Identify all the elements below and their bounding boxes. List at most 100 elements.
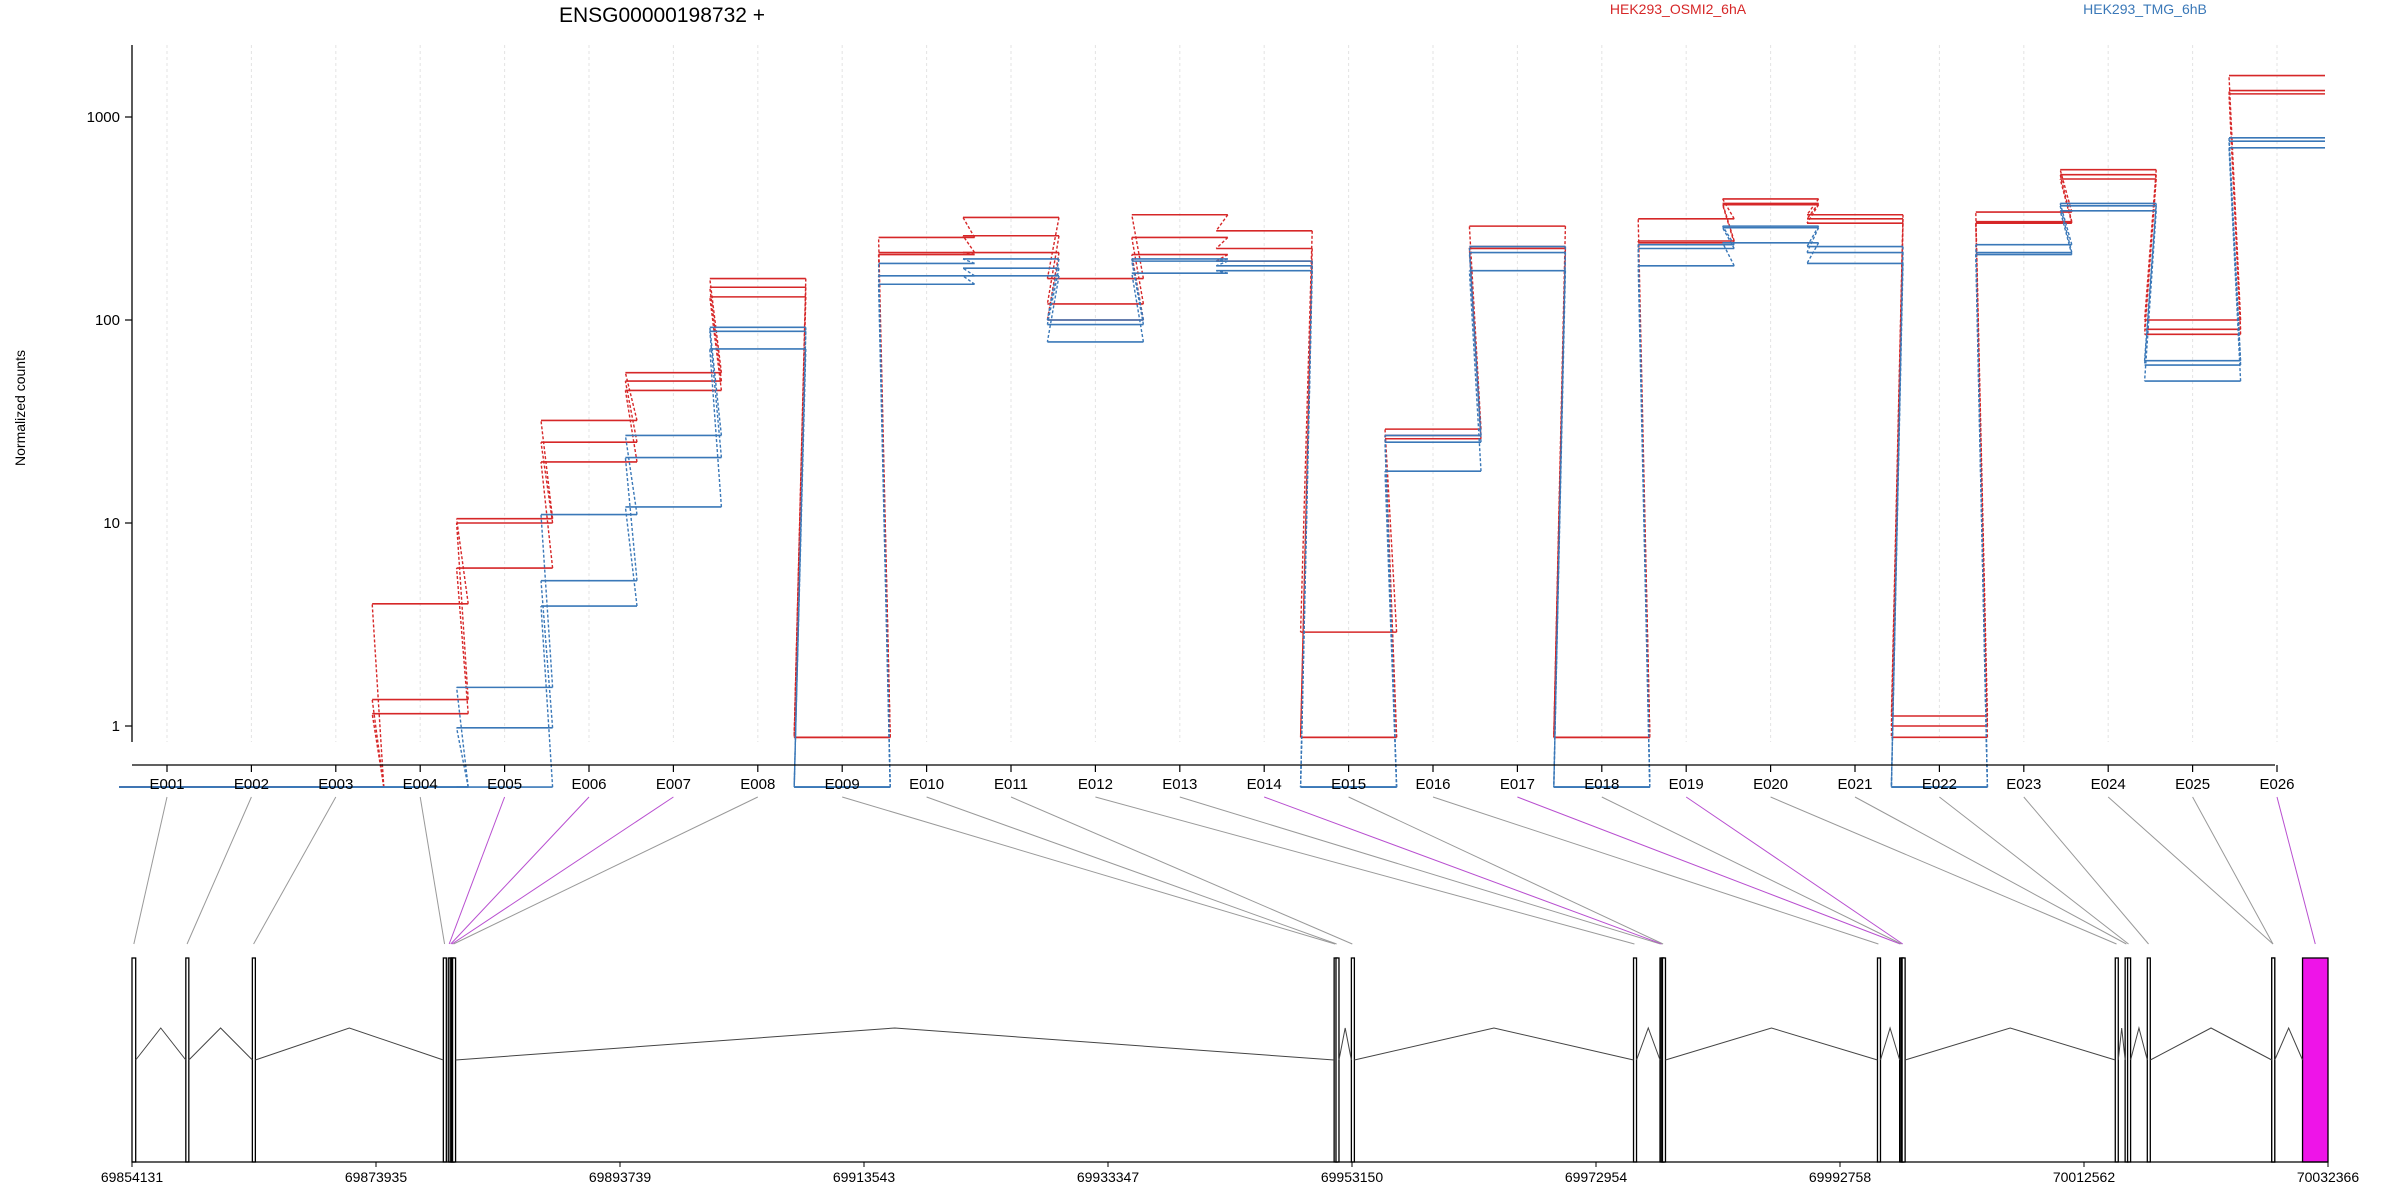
exon-connector — [419, 796, 446, 945]
exon-transition — [540, 580, 554, 728]
exon-connector — [2276, 796, 2316, 945]
intron-line — [255, 1027, 444, 1061]
intron-line — [455, 1027, 1335, 1061]
exon-transition — [1806, 225, 1820, 247]
exon-transition — [1806, 242, 1820, 264]
exon-transition — [1468, 270, 1482, 472]
exon-connector — [1264, 796, 1663, 945]
exon-transition — [1806, 204, 1820, 224]
exon-transition — [1046, 235, 1060, 305]
x-tick-label: E019 — [1669, 776, 1704, 793]
y-tick-label: 1000 — [87, 109, 120, 126]
x-tick-label: E024 — [2091, 776, 2126, 793]
exon-connector — [2107, 796, 2274, 945]
exon-box — [451, 957, 457, 1163]
exon-box — [442, 957, 447, 1163]
exon-transition — [455, 687, 469, 788]
exon-transition — [455, 518, 469, 604]
exon-transition — [1637, 265, 1651, 788]
exon-transition — [962, 235, 976, 253]
x-tick-label: E010 — [909, 776, 944, 793]
exon-box — [185, 957, 190, 1163]
x-tick-label: E013 — [1162, 776, 1197, 793]
exon-transition — [1721, 227, 1735, 249]
legend-label-tmg: HEK293_TMG_6hB — [2083, 1, 2207, 17]
exon-transition — [2143, 203, 2157, 361]
exon-connector — [1601, 796, 1902, 945]
x-tick-label: E006 — [571, 776, 606, 793]
exon-connector — [1095, 796, 1635, 945]
exon-transition — [371, 603, 385, 788]
exon-transition — [1721, 242, 1735, 267]
intron-line — [1354, 1027, 1634, 1061]
series-lines — [119, 74, 2325, 788]
y-tick-label: 100 — [95, 312, 120, 329]
exon-transition — [1468, 246, 1482, 436]
x-tick-label: E002 — [234, 776, 269, 793]
x-tick-label: E018 — [1584, 776, 1619, 793]
vertical-grid — [166, 45, 2278, 742]
exon-transition — [1216, 258, 1228, 262]
exon-transition — [1215, 214, 1229, 232]
genomic-tick-label: 70032366 — [2297, 1169, 2360, 1185]
intron-line — [1665, 1027, 1878, 1061]
exon-transition — [455, 567, 469, 714]
x-tick-label: E020 — [1753, 776, 1788, 793]
exon-transition — [2059, 210, 2073, 255]
series-line — [119, 89, 2325, 788]
x-tick-label: E001 — [149, 776, 184, 793]
exon-connector — [1179, 796, 1661, 945]
exon-box — [131, 957, 137, 1163]
exon-transition — [1215, 236, 1229, 250]
x-tick-label: E022 — [1922, 776, 1957, 793]
x-tick-label: E021 — [1837, 776, 1872, 793]
exon-transition — [2059, 178, 2073, 224]
exon-transition — [1468, 252, 1482, 443]
exon-connector — [253, 796, 337, 945]
exon-transition — [877, 284, 891, 788]
intron-line — [188, 1027, 253, 1061]
x-tick-label: E007 — [656, 776, 691, 793]
intron-line — [1636, 1026, 1661, 1061]
exon-transition — [1975, 223, 1989, 738]
exon-transition — [1553, 270, 1567, 788]
chart-title: ENSG00000198732 + — [559, 4, 765, 27]
exon-transition — [371, 713, 385, 788]
exon-connector — [1432, 796, 1879, 945]
intron-line — [2150, 1027, 2272, 1061]
exon-transition — [1890, 218, 1904, 727]
exon-connector — [1010, 796, 1353, 945]
genomic-coordinate-ticks: 69854131 69873935 69893739 69913543 69933347… — [101, 1161, 2360, 1185]
exon-transition — [540, 514, 554, 688]
exon-transition — [1806, 227, 1820, 253]
x-tick-label: E005 — [487, 776, 522, 793]
exon-transition — [1299, 270, 1313, 788]
exon-connector — [451, 796, 674, 945]
series-line — [119, 147, 2325, 788]
exon-transition — [1215, 253, 1229, 262]
exon-transition — [1046, 258, 1060, 321]
intron-line — [2274, 1026, 2304, 1061]
exon-connector — [1348, 796, 1664, 945]
exon-transition — [962, 251, 975, 256]
y-tick-label: 10 — [103, 515, 120, 532]
exon-box — [1632, 957, 1638, 1163]
exon-transition — [1299, 248, 1313, 738]
series-line — [119, 136, 2325, 788]
genomic-tick-label: 69972954 — [1565, 1169, 1628, 1185]
exon-transition — [709, 348, 723, 507]
exon-connector — [186, 796, 252, 945]
intron-line — [1338, 1027, 1352, 1061]
genomic-tick-label: 69873935 — [345, 1169, 408, 1185]
x-tick-label: E009 — [825, 776, 860, 793]
exon-box — [2114, 957, 2119, 1163]
exon-box — [2301, 957, 2329, 1163]
exon-transition — [1299, 261, 1313, 788]
exon-box — [1901, 957, 1906, 1163]
exon-connector — [2023, 796, 2149, 945]
exon-transition — [2143, 210, 2157, 382]
genomic-tick-label: 69893739 — [589, 1169, 652, 1185]
exon-transition — [1299, 230, 1313, 633]
axes — [131, 45, 2275, 766]
exon-transition — [1216, 269, 1228, 274]
